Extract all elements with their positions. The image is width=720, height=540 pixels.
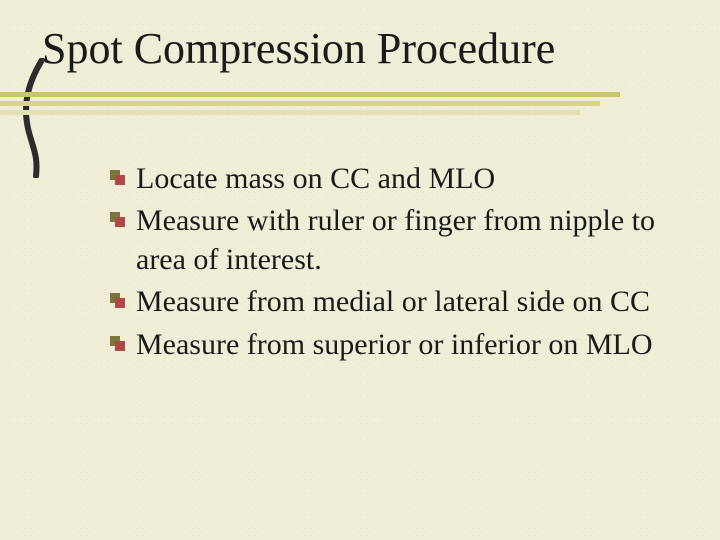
underline-3 bbox=[0, 110, 580, 115]
list-item: Measure from superior or inferior on MLO bbox=[110, 326, 670, 364]
list-item-text: Measure from superior or inferior on MLO bbox=[136, 328, 653, 361]
list-item-text: Locate mass on CC and MLO bbox=[136, 162, 495, 195]
underline-1 bbox=[0, 92, 620, 97]
slide-title: Spot Compression Procedure bbox=[42, 24, 690, 75]
underline-2 bbox=[0, 101, 600, 106]
slide-body: Locate mass on CC and MLO Measure with r… bbox=[110, 160, 670, 368]
list-item-text: Measure with ruler or finger from nipple… bbox=[136, 204, 655, 275]
list-item-text: Measure from medial or lateral side on C… bbox=[136, 285, 650, 318]
bullet-icon bbox=[110, 293, 124, 307]
list-item: Locate mass on CC and MLO bbox=[110, 160, 670, 198]
bullet-icon bbox=[110, 212, 124, 226]
bullet-icon bbox=[110, 336, 124, 350]
list-item: Measure with ruler or finger from nipple… bbox=[110, 202, 670, 279]
list-item: Measure from medial or lateral side on C… bbox=[110, 283, 670, 321]
title-underline bbox=[0, 92, 620, 120]
bullet-icon bbox=[110, 170, 124, 184]
slide: Spot Compression Procedure Locate mass o… bbox=[0, 0, 720, 540]
